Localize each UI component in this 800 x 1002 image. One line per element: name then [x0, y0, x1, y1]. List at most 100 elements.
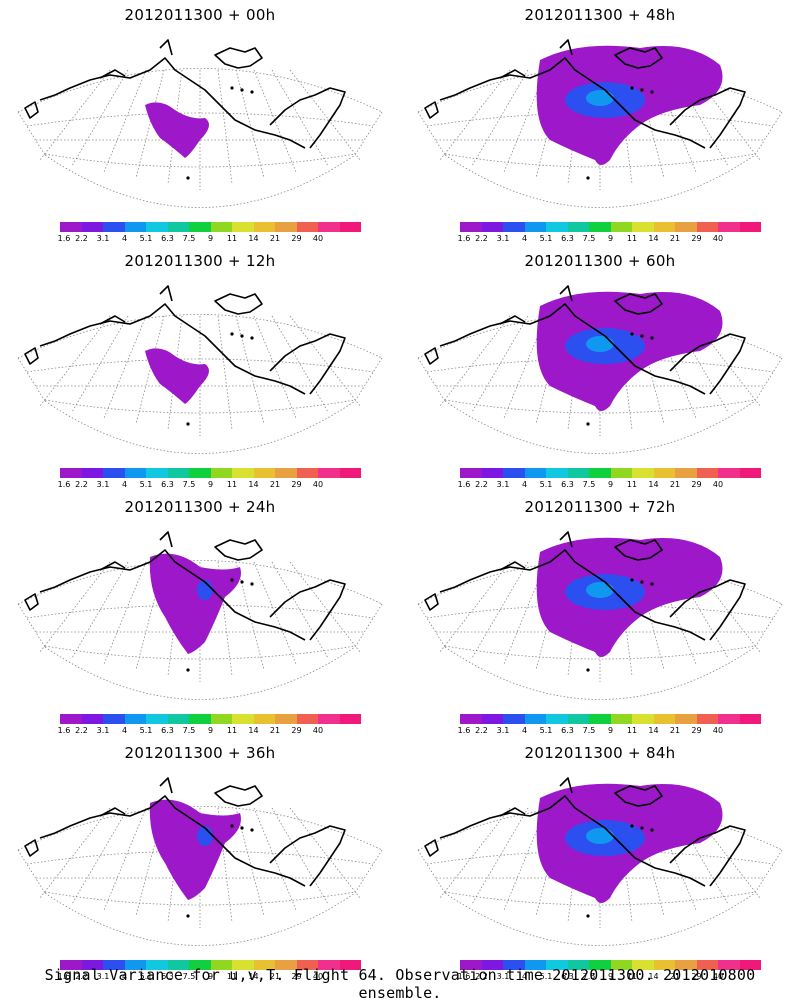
islands	[586, 332, 654, 426]
map-plot	[17, 531, 383, 700]
colorbar-swatch	[460, 222, 482, 232]
colorbar-swatch	[481, 714, 503, 724]
colorbar-swatch	[696, 960, 718, 970]
colorbar-swatch	[232, 468, 254, 478]
map-plot	[417, 531, 783, 700]
colorbar-swatch	[81, 222, 103, 232]
colorbar-tick-label: 11	[226, 726, 238, 735]
colorbar-swatch	[567, 714, 589, 724]
colorbar-tick-label: 3.1	[96, 480, 110, 489]
colorbar-swatch	[103, 714, 125, 724]
colorbar-tick-label: 2.2	[75, 480, 88, 489]
colorbar-tick-label: 5.1	[539, 234, 553, 243]
colorbar-tick-label: 5.1	[139, 480, 153, 489]
colorbar-tick-label: 40	[712, 972, 724, 981]
colorbar-tick-label: 7.5	[182, 726, 196, 735]
colorbar-swatch	[189, 960, 211, 970]
colorbar-swatch	[546, 468, 568, 478]
colorbar-tick-label: 14	[648, 480, 659, 489]
colorbar-tick-label: 9	[607, 480, 614, 489]
colorbar-swatch	[103, 468, 125, 478]
colorbar-tick-label: 3.1	[496, 234, 510, 243]
colorbar-tick-label: 40	[312, 726, 324, 735]
coastlines	[424, 285, 746, 395]
map-plot	[17, 285, 383, 454]
colorbar-tick-label: 29	[691, 972, 702, 981]
colorbar-tick-label: 2.2	[75, 972, 88, 981]
islands	[186, 578, 254, 672]
variance-field	[536, 537, 723, 657]
colorbar-swatch	[718, 960, 740, 970]
colorbar-tick-label: 5.1	[139, 726, 153, 735]
colorbar-tick-label: 14	[248, 972, 259, 981]
colorbar-tick-label: 1.6	[457, 726, 471, 735]
colorbar-swatch	[718, 714, 740, 724]
colorbar-tick-label: 9	[607, 726, 614, 735]
graticule	[17, 68, 383, 208]
islands	[586, 824, 654, 918]
colorbar-tick-label: 40	[312, 972, 324, 981]
colorbar-tick-label: 14	[648, 234, 659, 243]
colorbar-swatch	[567, 960, 589, 970]
colorbar-swatch	[739, 222, 761, 232]
colorbar-tick-label: 6.3	[161, 726, 174, 735]
coastlines	[24, 531, 346, 641]
colorbar-swatch	[503, 222, 525, 232]
colorbar-swatch	[253, 468, 275, 478]
map-plot	[17, 39, 383, 208]
islands	[186, 86, 254, 180]
colorbar-swatch	[103, 960, 125, 970]
colorbar-tick-label: 1.6	[457, 972, 471, 981]
map-panel: 2012011300 + 60h 1.6 2.2 3.1 4 5.1 6.3 7.5 9 11 14…	[400, 246, 800, 492]
colorbar-tick-label: 4	[121, 234, 128, 243]
colorbar-swatch	[696, 468, 718, 478]
colorbar-swatch	[589, 222, 611, 232]
colorbar-swatch	[339, 468, 361, 478]
colorbar-tick-label: 4	[521, 726, 528, 735]
colorbar-swatch	[460, 714, 482, 724]
colorbar-tick-label: 3.1	[496, 726, 510, 735]
colorbar-swatch	[232, 714, 254, 724]
colorbar-swatch	[339, 714, 361, 724]
colorbar-tick-label: 11	[626, 234, 638, 243]
colorbar-swatch	[167, 714, 189, 724]
colorbar-swatch	[124, 960, 146, 970]
colorbar-tick-label: 40	[312, 234, 324, 243]
colorbar-tick-label: 4	[121, 726, 128, 735]
colorbar-swatch	[503, 714, 525, 724]
colorbar-tick-label: 6.3	[561, 480, 574, 489]
colorbar-tick-label: 1.6	[457, 234, 471, 243]
colorbar-swatch	[275, 960, 297, 970]
colorbar	[60, 468, 361, 478]
variance-field	[536, 291, 723, 411]
colorbar-tick-label: 1.6	[457, 480, 471, 489]
colorbar-tick-label: 14	[648, 726, 659, 735]
colorbar-tick-label: 14	[248, 726, 259, 735]
colorbar-swatch	[318, 222, 340, 232]
colorbar-swatch	[524, 714, 546, 724]
colorbar-swatch	[589, 468, 611, 478]
colorbar-tick-label: 14	[248, 480, 259, 489]
panel-title: 2012011300 + 72h	[524, 498, 676, 516]
variance-field	[145, 102, 209, 158]
colorbar-swatch	[718, 468, 740, 478]
colorbar-tick-label: 29	[691, 480, 702, 489]
colorbar-swatch	[503, 960, 525, 970]
colorbar-tick-label: 7.5	[182, 480, 196, 489]
colorbar-tick-label: 11	[226, 234, 238, 243]
colorbar-swatch	[210, 714, 232, 724]
map-panel: 2012011300 + 12h 1.6 2.2 3.1 4 5.1 6.3 7.5 9 11 14…	[0, 246, 400, 492]
colorbar-swatch	[189, 714, 211, 724]
colorbar-swatch	[318, 714, 340, 724]
colorbar-swatch	[589, 960, 611, 970]
colorbar-tick-label: 9	[607, 972, 614, 981]
colorbar-swatch	[610, 960, 632, 970]
colorbar-swatch	[696, 222, 718, 232]
colorbar-tick-label: 6.3	[161, 480, 174, 489]
colorbar-swatch	[524, 468, 546, 478]
colorbar-swatch	[632, 222, 654, 232]
colorbar-swatch	[210, 468, 232, 478]
colorbar-tick-label: 1.6	[57, 480, 71, 489]
colorbar-tick-label: 40	[712, 480, 724, 489]
map-panel: 2012011300 + 36h 1.6 2.2 3.1 4 5.1 6.3 7.5 9 11 14…	[0, 738, 400, 984]
